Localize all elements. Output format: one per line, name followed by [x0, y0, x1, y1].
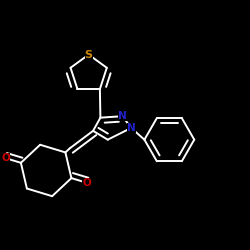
Text: O: O [82, 178, 91, 188]
Text: S: S [85, 50, 93, 59]
Text: O: O [1, 153, 10, 163]
Text: N: N [127, 123, 136, 133]
Text: N: N [118, 111, 127, 121]
